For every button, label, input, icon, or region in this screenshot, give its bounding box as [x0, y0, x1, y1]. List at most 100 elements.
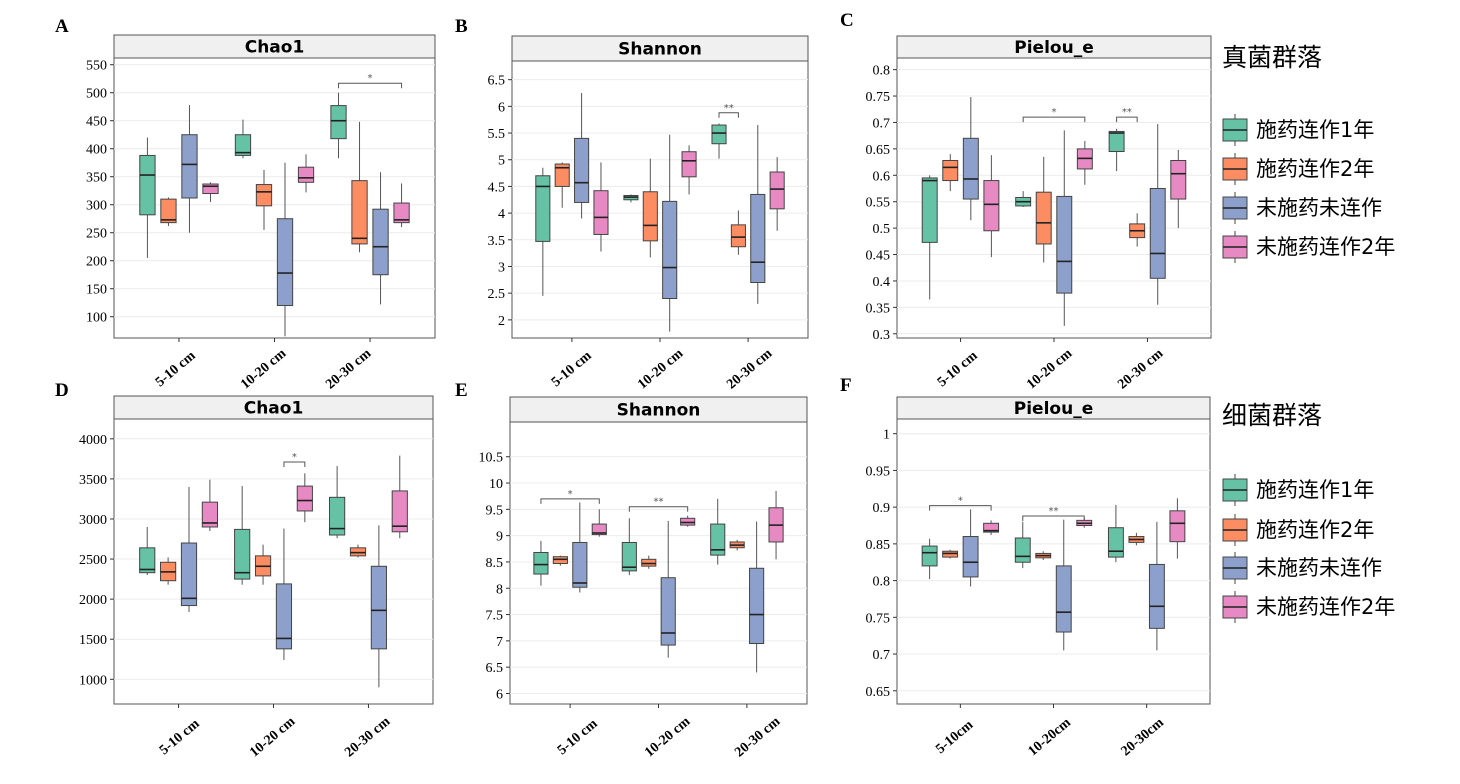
- box-body: [180, 542, 198, 607]
- box-未施药连作2年: [296, 473, 313, 523]
- y-tick-label: 7: [496, 635, 503, 650]
- significance-label: *: [1052, 107, 1057, 118]
- box-body: [330, 105, 347, 140]
- box-未施药未连作: [1056, 130, 1073, 326]
- box-body: [1149, 187, 1166, 279]
- box-body: [234, 134, 252, 156]
- box-未施药未连作: [1148, 521, 1165, 651]
- y-tick-label: 10.5: [479, 451, 504, 466]
- box-施药连作1年: [1108, 128, 1125, 172]
- y-tick-label: 0.65: [866, 143, 891, 158]
- box-施药连作1年: [139, 526, 156, 576]
- y-tick-label: 4.5: [488, 180, 506, 195]
- box-body: [572, 541, 588, 588]
- box-body: [393, 202, 410, 224]
- box-未施药连作2年: [591, 509, 607, 537]
- legend-key: [1222, 114, 1248, 146]
- box-未施药连作2年: [1076, 140, 1093, 185]
- panel-label: E: [455, 380, 468, 401]
- y-tick-label: 0.8: [873, 64, 891, 79]
- box-body: [642, 191, 658, 242]
- y-tick-label: 0.75: [866, 611, 891, 626]
- y-tick-label: 0.95: [866, 464, 891, 479]
- strip-title: Pielou_e: [1014, 399, 1093, 419]
- box-施药连作2年: [160, 197, 177, 226]
- legend-key: [1222, 591, 1248, 623]
- box-body: [296, 485, 313, 512]
- legend-label: 施药连作2年: [1256, 518, 1374, 542]
- x-tick-label: 5-10 cm: [157, 716, 203, 758]
- box-body: [275, 583, 293, 650]
- significance-bracket: **: [1116, 107, 1138, 123]
- box-body: [139, 154, 156, 216]
- y-tick-label: 2500: [79, 553, 107, 568]
- legend-key: [1222, 231, 1248, 263]
- y-tick-label: 4: [498, 207, 505, 222]
- panel-label: A: [55, 16, 69, 37]
- box-施药连作1年: [1014, 521, 1031, 569]
- box-未施药连作2年: [983, 520, 1000, 536]
- significance-bracket: **: [718, 103, 739, 118]
- box-施药连作2年: [942, 154, 959, 192]
- panel-c: C Pielou_e 0.3 0.35 0.4 0.45 0.5 0.55 0.6 0.65 0.7…: [840, 10, 1212, 392]
- y-tick-label: 500: [86, 87, 107, 102]
- box-未施药连作2年: [201, 479, 218, 531]
- legend-label: 未施药未连作: [1256, 556, 1382, 580]
- y-tick-label: 7.5: [486, 609, 504, 624]
- plot-frame: [113, 57, 436, 339]
- box-body: [730, 224, 746, 248]
- x-tick-label: 5-10 cm: [549, 348, 595, 390]
- box-body: [1108, 130, 1125, 153]
- box-body: [181, 134, 198, 199]
- box-施药连作2年: [349, 544, 367, 558]
- y-tick-label: 3.5: [488, 234, 506, 249]
- box-施药连作1年: [234, 486, 251, 585]
- x-tick-label: 10-20 cm: [1024, 346, 1075, 392]
- y-tick-label: 2: [498, 314, 505, 329]
- bracket-line: [628, 506, 689, 512]
- box-body: [593, 190, 609, 235]
- y-tick-label: 200: [86, 255, 107, 270]
- y-tick-label: 9.5: [486, 503, 504, 518]
- strip-header: [509, 396, 808, 423]
- y-tick-label: 4000: [79, 433, 107, 448]
- box-body: [554, 163, 570, 187]
- box-施药连作2年: [942, 549, 959, 559]
- y-tick-label: 6: [496, 687, 503, 702]
- box-body: [391, 490, 408, 533]
- box-未施药连作2年: [391, 455, 408, 539]
- significance-bracket: **: [1022, 506, 1085, 521]
- y-tick-label: 0.3: [873, 328, 891, 343]
- panel-e: E Shannon 6 6.5 7 7.5 8 8.5 9 9.5 10 10.5 5-10 cm 10-…: [455, 380, 808, 760]
- box-body: [769, 171, 785, 210]
- box-未施药未连作: [660, 520, 676, 658]
- y-tick-label: 550: [86, 59, 107, 74]
- box-施药连作1年: [1107, 504, 1124, 563]
- bracket-line: [338, 82, 403, 89]
- y-tick-label: 9: [496, 530, 503, 545]
- legend-label: 未施药连作2年: [1256, 235, 1395, 259]
- panel-a: A Chao1 100 150 200 250 300 350 400 450 500 550 5-10…: [55, 16, 436, 392]
- box-施药连作1年: [711, 123, 727, 159]
- box-施药连作1年: [921, 538, 938, 580]
- bracket-line: [1022, 515, 1085, 521]
- legend-title: 真菌群落: [1222, 43, 1322, 72]
- significance-label: **: [1122, 107, 1132, 118]
- box-未施药未连作: [1055, 519, 1072, 651]
- box-未施药未连作: [572, 502, 588, 593]
- box-body: [662, 200, 678, 300]
- box-body: [234, 528, 251, 580]
- box-body: [1055, 565, 1072, 633]
- significance-label: *: [958, 496, 963, 507]
- box-施药连作2年: [730, 210, 746, 255]
- y-tick-label: 0.9: [873, 501, 891, 516]
- bracket-line: [929, 505, 992, 511]
- y-tick-label: 250: [86, 227, 107, 242]
- box-未施药未连作: [275, 528, 293, 661]
- box-body: [1056, 195, 1073, 294]
- x-tick-label: 10-20 cm: [238, 346, 289, 392]
- box-施药连作2年: [729, 539, 745, 551]
- y-tick-label: 0.8: [873, 575, 891, 590]
- y-tick-label: 400: [86, 143, 107, 158]
